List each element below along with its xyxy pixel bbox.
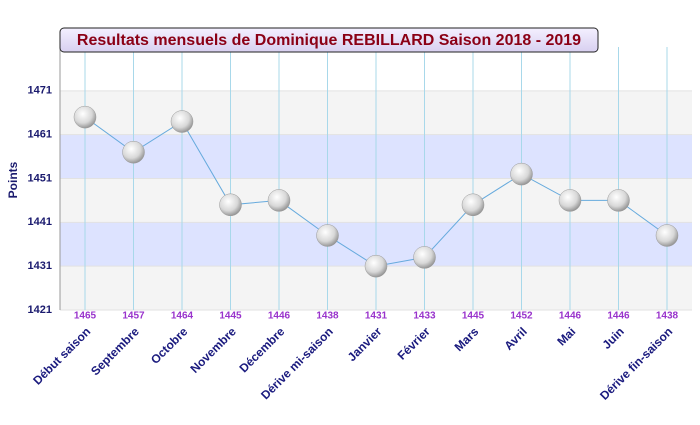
x-tick-label: Décembre	[236, 324, 287, 375]
value-label: 1464	[171, 311, 194, 322]
value-label: 1446	[607, 311, 630, 322]
point-marker	[510, 162, 533, 186]
value-label: 1445	[462, 311, 485, 322]
point-marker	[413, 246, 436, 269]
value-label: 1433	[413, 311, 436, 322]
y-tick-label: 1431	[28, 260, 52, 272]
x-tick-label: Février	[395, 324, 433, 362]
value-label: 1452	[510, 311, 533, 322]
point-marker	[267, 189, 291, 212]
point-marker	[219, 193, 242, 217]
x-tick-label: Juin	[600, 324, 627, 351]
x-tick-label: Octobre	[148, 324, 191, 367]
value-label: 1445	[219, 311, 242, 322]
value-label: 1465	[74, 311, 97, 322]
point-marker	[316, 224, 339, 247]
x-tick-label: Septembre	[88, 324, 142, 378]
point-marker	[461, 193, 485, 217]
point-marker	[73, 105, 97, 129]
value-label: 1438	[316, 311, 339, 322]
x-tick-label: Avril	[501, 324, 529, 352]
point-marker	[607, 189, 630, 212]
x-tick-label: Janvier	[345, 324, 385, 364]
y-axis-label: Points	[6, 161, 20, 198]
point-marker	[558, 189, 582, 212]
y-tick-label: 1441	[28, 216, 52, 228]
value-label: 1457	[122, 311, 145, 322]
y-tick-label: 1471	[28, 85, 52, 97]
y-tick-label: 1421	[28, 304, 52, 316]
chart-title: Resultats mensuels de Dominique REBILLAR…	[77, 32, 581, 49]
value-label: 1431	[365, 311, 388, 322]
value-label: 1446	[268, 311, 291, 322]
x-tick-label: Novembre	[187, 324, 239, 376]
x-tick-label: Mars	[452, 324, 482, 354]
y-tick-label: 1451	[28, 172, 52, 184]
value-label: 1446	[559, 311, 582, 322]
point-marker	[655, 224, 679, 247]
x-tick-label: Début saison	[30, 324, 93, 387]
title-box	[59, 27, 599, 53]
x-tick-label: Mai	[554, 324, 578, 348]
point-marker	[364, 254, 388, 278]
value-label: 1438	[656, 311, 679, 322]
point-marker	[170, 110, 194, 133]
point-marker	[122, 140, 145, 164]
y-tick-label: 1461	[28, 129, 52, 141]
